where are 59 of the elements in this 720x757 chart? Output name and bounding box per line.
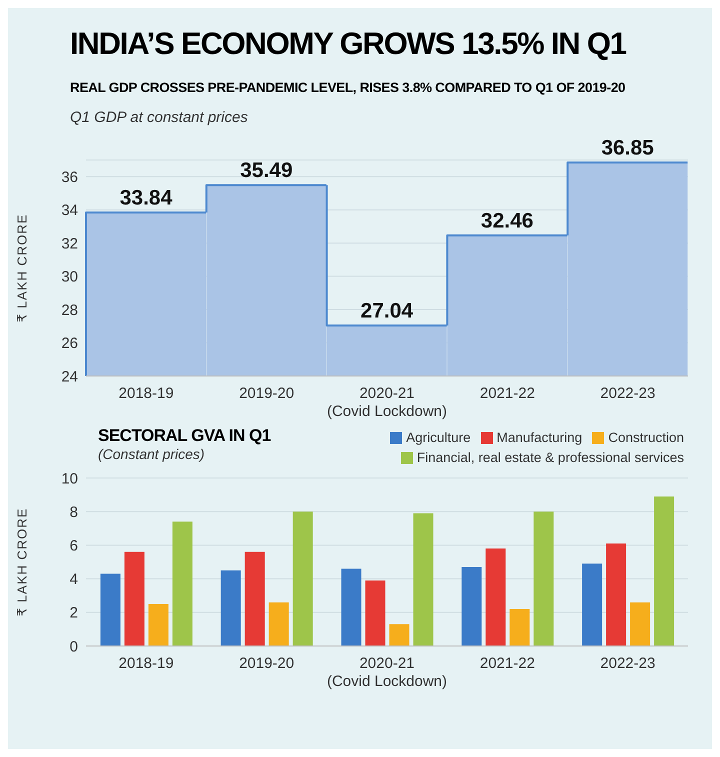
bar <box>413 513 434 646</box>
bar <box>148 604 168 646</box>
x-tick-label: 2018-19 <box>118 385 174 402</box>
bar <box>510 609 530 646</box>
y-tick-label: 24 <box>61 368 78 386</box>
legend-label: Manufacturing <box>496 430 582 445</box>
x-tick-label: 2020-21 (Covid Lockdown) <box>326 385 448 420</box>
y-axis-title: ₹ LAKH CRORE <box>14 214 30 322</box>
bar <box>124 552 144 646</box>
x-tick-label: 2021-22 <box>480 655 535 672</box>
y-tick-label: 28 <box>61 302 78 319</box>
bar <box>292 512 313 646</box>
data-label: 27.04 <box>360 299 414 322</box>
bar <box>220 570 241 646</box>
bar <box>268 602 289 646</box>
data-label: 32.46 <box>480 209 534 232</box>
bar <box>534 512 554 646</box>
y-tick-label: 6 <box>70 538 78 555</box>
legend-label: Agriculture <box>406 430 471 445</box>
text: Q1 GDP at constant prices <box>70 109 249 126</box>
data-label: 35.49 <box>240 159 293 182</box>
y-tick-label: 32 <box>61 235 78 252</box>
bar <box>172 522 192 646</box>
x-tick-label: 2020-21 (Covid Lockdown) <box>326 655 448 690</box>
chart-subtitle: (Constant prices) <box>98 446 206 462</box>
bar <box>582 564 602 646</box>
chart-title: SECTORAL GVA IN Q1 <box>98 426 271 446</box>
bar <box>341 568 362 646</box>
y-tick-label: 0 <box>70 638 78 656</box>
data-label: 36.85 <box>601 136 654 160</box>
y-tick-label: 36 <box>61 168 78 186</box>
x-tick-label: 2018-19 <box>118 655 174 672</box>
y-tick-label: 30 <box>61 268 78 286</box>
x-tick-label: 2019-20 <box>239 385 294 402</box>
chart-title: INDIA’S ECONOMY GROWS 13.5% IN Q1 <box>70 25 628 62</box>
bar <box>244 552 265 646</box>
bar <box>654 496 674 646</box>
x-tick-label: 2021-22 <box>480 385 535 402</box>
y-tick-label: 4 <box>70 571 78 588</box>
x-tick-label: 2022-23 <box>600 655 656 672</box>
bar <box>462 567 482 646</box>
x-tick-label: 2022-23 <box>600 385 656 402</box>
y-axis-title: ₹ LAKH CRORE <box>14 508 30 616</box>
bar <box>486 548 506 646</box>
bar <box>365 580 386 646</box>
legend-label: Construction <box>608 430 684 445</box>
y-tick-label: 26 <box>61 335 78 352</box>
bar <box>606 544 626 646</box>
data-label: 33.84 <box>120 186 173 210</box>
y-tick-label: 8 <box>70 504 78 521</box>
y-tick-label: 2 <box>70 604 78 622</box>
bar <box>630 602 650 646</box>
x-tick-label: 2019-20 <box>239 655 294 672</box>
y-tick-label: 34 <box>61 202 78 220</box>
chart-subtitle: REAL GDP CROSSES PRE-PANDEMIC LEVEL, RISES 3.8% COMPARED TO Q1 OF 2019-20 <box>70 80 626 95</box>
bar <box>389 624 410 646</box>
legend-label: Financial, real estate & professional services <box>416 450 684 465</box>
bar <box>100 574 120 646</box>
y-tick-label: 10 <box>61 470 78 488</box>
